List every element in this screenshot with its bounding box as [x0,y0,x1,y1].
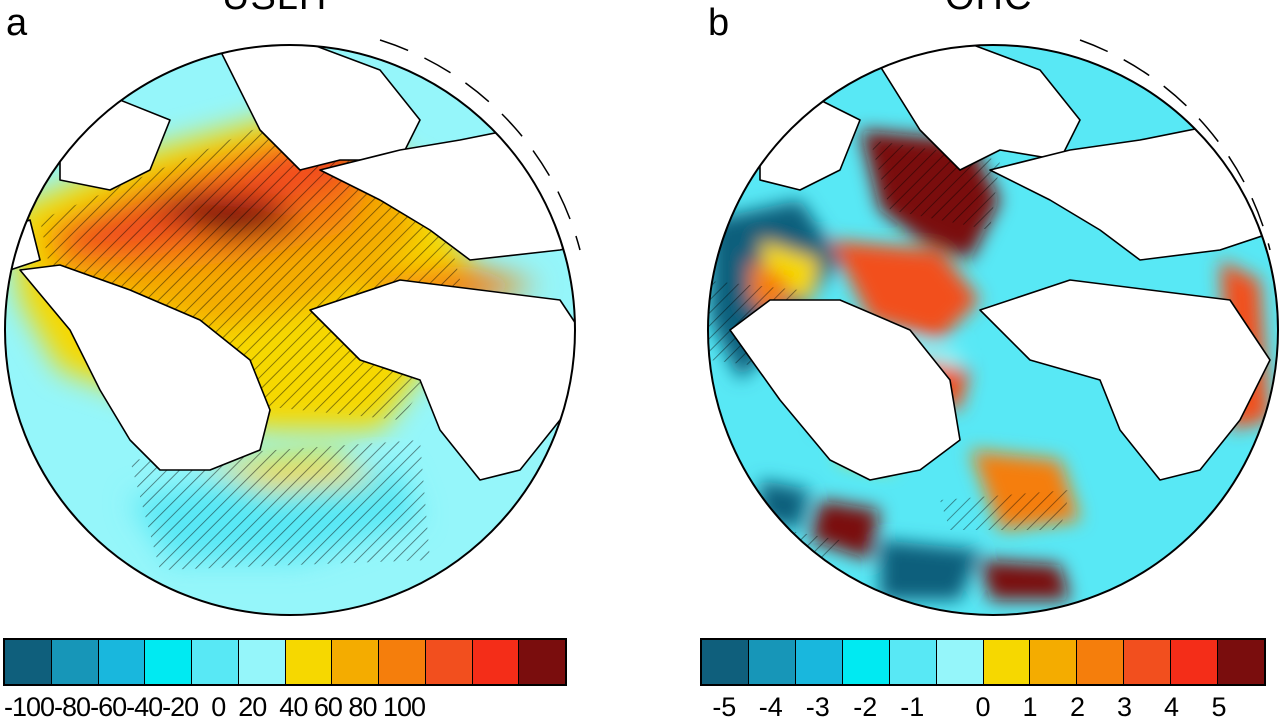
colorbar-swatch [1218,640,1265,684]
panel-title: OHC [945,0,1032,16]
ocean-field [5,45,575,615]
colorbar-tick: 4 [1163,692,1179,722]
colorbar-swatch [192,640,239,684]
colorbar-tick: 2 [1070,692,1086,722]
colorbar-tick: 0 [211,692,226,722]
colorbar-swatch [936,640,984,684]
colorbar-swatch [983,640,1031,684]
colorbar-swatch [795,640,843,684]
colorbar-swatch [425,640,473,684]
colorbar-tick: 1 [1022,692,1038,722]
globe-outline [707,44,1279,616]
colorbar-tick: 0 [975,692,991,722]
colorbar-swatch [1077,640,1125,684]
graticule-arc [1079,39,1271,251]
colorbar-tick-labels: -100-80-60-40-20 0 20 40 60 80 100 [4,692,426,724]
colorbar-swatch [1171,640,1219,684]
colorbar-tick: -2 [853,692,878,722]
graticule-arc [379,39,581,251]
colorbar [700,638,1266,686]
colorbar-tick: -3 [805,692,830,722]
panel-a-uslh: a USLH [0,0,640,721]
globe-outline [4,44,576,616]
colorbar-swatch [472,640,520,684]
colorbar-swatch [285,640,333,684]
colorbar-swatch [5,640,52,684]
colorbar-tick: 40 [279,692,308,722]
colorbar-swatch [702,640,749,684]
colorbar-swatch [748,640,796,684]
colorbar-tick: 5 [1211,692,1227,722]
colorbar-tick: 20 [238,692,267,722]
colorbar-tick: -1 [900,692,925,722]
colorbar-tick: 3 [1116,692,1133,722]
colorbar-swatch [238,640,286,684]
colorbar-tick: -5 [712,692,737,722]
globe-map [4,39,581,616]
ocean-field [708,45,1278,615]
colorbar-swatch [51,640,99,684]
colorbar-tick: -100 [4,692,55,722]
colorbar-swatch [889,640,937,684]
panel-letter: a [6,2,28,44]
colorbar-swatch [379,640,426,684]
colorbar-tick: 80 [348,692,377,722]
colorbar-swatch [842,640,890,684]
panel-title: USLH [222,0,327,16]
colorbar-swatch [332,640,379,684]
globe-map [707,39,1279,616]
colorbar-tick: 60 [313,692,343,722]
colorbar-swatch [1030,640,1078,684]
colorbar-swatch [1124,640,1172,684]
colorbar-tick: -80 [54,692,91,722]
colorbar-swatch [519,640,565,684]
panel-b-ohc: b OHC [640,0,1280,721]
colorbar [3,638,567,686]
colorbar-tick-labels: -5 -4 -3 -2 -1 0 1 2 3 4 5 [700,694,1266,724]
colorbar-tick: -40 [126,692,163,722]
colorbar-swatch [98,640,146,684]
colorbar-tick: -60 [90,692,127,722]
colorbar-tick: 100 [382,692,426,722]
colorbar-swatch [145,640,192,684]
colorbar-tick: -4 [758,692,783,722]
panel-letter: b [708,2,730,44]
colorbar-tick: -20 [162,692,199,722]
